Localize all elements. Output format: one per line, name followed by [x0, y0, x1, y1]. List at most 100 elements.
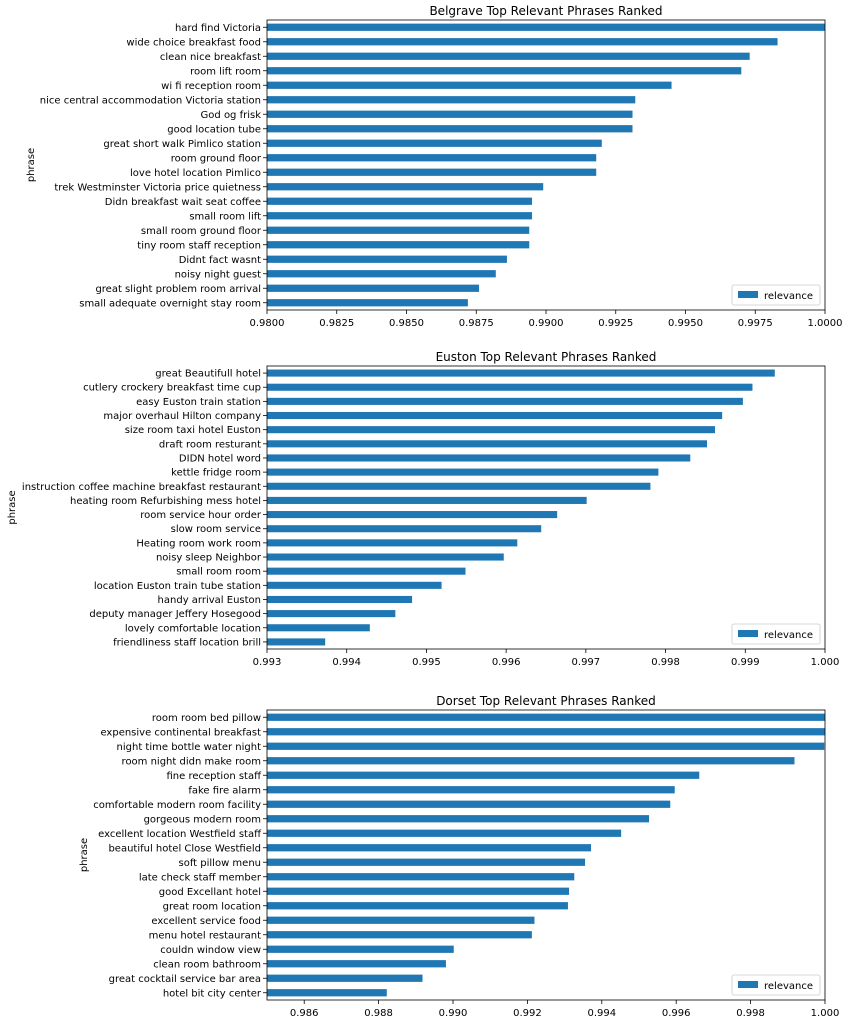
- y-tick-label: Didnt fact wasnt: [179, 255, 261, 266]
- y-tick-label: room lift room: [190, 66, 261, 77]
- y-tick-label: clean room bathroom: [153, 959, 261, 970]
- bar: [267, 844, 592, 852]
- y-tick-label: major overhaul Hilton company: [103, 411, 261, 422]
- bar: [267, 369, 775, 377]
- x-tick-label: 0.9950: [668, 318, 703, 329]
- y-tick-label: location Euston train tube station: [94, 581, 261, 592]
- bar: [267, 168, 597, 176]
- x-tick-label: 0.9900: [529, 318, 564, 329]
- bar: [267, 383, 753, 391]
- bar: [267, 212, 533, 220]
- x-tick-label: 0.993: [253, 657, 282, 668]
- y-tick-label: soft pillow menu: [179, 858, 262, 869]
- y-tick-label: wide choice breakfast food: [126, 37, 261, 48]
- bar: [267, 411, 723, 420]
- y-tick-label: small room room: [176, 567, 261, 578]
- y-tick-label: slow room service: [171, 524, 261, 535]
- x-tick-label: 0.994: [587, 1008, 616, 1019]
- bar: [267, 226, 530, 234]
- bar: [267, 771, 700, 779]
- x-tick-label: 0.996: [662, 1008, 691, 1019]
- plot-frame: [266, 19, 826, 311]
- chart-title: Dorset Top Relevant Phrases Ranked: [436, 694, 656, 708]
- y-tick-label: night time bottle water night: [117, 742, 262, 753]
- x-tick-label: 0.9975: [738, 318, 773, 329]
- y-tick-label: excellent service food: [151, 916, 261, 927]
- bar: [267, 482, 651, 490]
- bar: [267, 815, 650, 823]
- y-tick-label: great short walk Pimlico station: [103, 139, 261, 150]
- y-tick-label: room room bed pillow: [152, 713, 261, 724]
- x-tick-label: 0.998: [651, 657, 680, 668]
- y-tick-label: draft room resturant: [159, 439, 261, 450]
- y-tick-label: couldn window view: [160, 945, 261, 956]
- bar: [267, 426, 715, 434]
- bar: [267, 989, 387, 997]
- bar: [267, 440, 708, 448]
- y-tick-label: small room ground floor: [141, 226, 262, 237]
- bar: [267, 397, 743, 405]
- plot-frame: [266, 709, 826, 1001]
- legend: [731, 623, 821, 645]
- y-tick-label: DIDN hotel word: [179, 453, 261, 464]
- bar: [267, 638, 326, 646]
- bar: [267, 553, 504, 561]
- bar: [267, 23, 825, 31]
- bar: [267, 974, 423, 982]
- x-tick-label: 0.990: [439, 1008, 468, 1019]
- y-tick-label: tiny room staff reception: [137, 240, 261, 251]
- y-tick-label: great cocktail service bar area: [109, 974, 261, 985]
- y-tick-label: kettle fridge room: [171, 468, 261, 479]
- bar: [267, 139, 602, 147]
- y-tick-label: expensive continental breakfast: [100, 727, 261, 738]
- bar: [267, 525, 542, 533]
- x-tick-label: 0.998: [736, 1008, 765, 1019]
- y-tick-label: God og frisk: [201, 110, 262, 121]
- y-tick-label: fine reception staff: [167, 771, 263, 782]
- legend-label: relevance: [764, 981, 813, 992]
- bar: [267, 496, 587, 504]
- bar: [267, 713, 825, 721]
- bar: [267, 255, 507, 263]
- x-tick-label: 0.9925: [598, 318, 633, 329]
- x-tick-label: 0.9800: [250, 318, 285, 329]
- bar: [267, 52, 750, 60]
- bar: [267, 197, 533, 205]
- bar: [267, 110, 633, 118]
- bar: [267, 67, 742, 75]
- legend-swatch: [738, 291, 758, 298]
- y-tick-label: good Excellant hotel: [159, 887, 261, 898]
- bar: [267, 902, 568, 910]
- bar: [267, 945, 454, 953]
- y-tick-label: size room taxi hotel Euston: [125, 425, 261, 436]
- y-tick-label: excellent location Westfield staff: [98, 829, 262, 840]
- bar: [267, 468, 659, 476]
- y-tick-label: noisy night guest: [175, 269, 261, 280]
- bar: [267, 183, 544, 191]
- bar: [267, 786, 675, 794]
- y-tick-label: clean nice breakfast: [160, 52, 261, 63]
- legend-swatch: [738, 630, 758, 637]
- bar: [267, 728, 825, 736]
- y-tick-label: room night didn make room: [122, 756, 261, 767]
- bar: [267, 125, 633, 133]
- bar: [267, 284, 480, 292]
- y-axis-label: phrase: [79, 838, 90, 872]
- bar: [267, 887, 570, 895]
- bar: [267, 916, 535, 924]
- y-tick-label: small adequate overnight stay room: [79, 298, 261, 309]
- x-tick-label: 0.995: [412, 657, 441, 668]
- x-tick-label: 0.9825: [319, 318, 354, 329]
- y-tick-label: gorgeous modern room: [144, 814, 261, 825]
- bar: [267, 567, 466, 575]
- y-tick-label: nice central accommodation Victoria stat…: [40, 95, 261, 106]
- x-tick-label: 0.986: [290, 1008, 319, 1019]
- legend: [731, 974, 821, 996]
- y-tick-label: noisy sleep Neighbor: [156, 553, 262, 564]
- bar: [267, 800, 671, 808]
- bar: [267, 829, 622, 837]
- euston-chart: Euston Top Relevant Phrases Ranked great …: [7, 350, 839, 668]
- bar: [267, 624, 370, 632]
- bar: [267, 81, 672, 89]
- x-tick-label: 0.994: [332, 657, 361, 668]
